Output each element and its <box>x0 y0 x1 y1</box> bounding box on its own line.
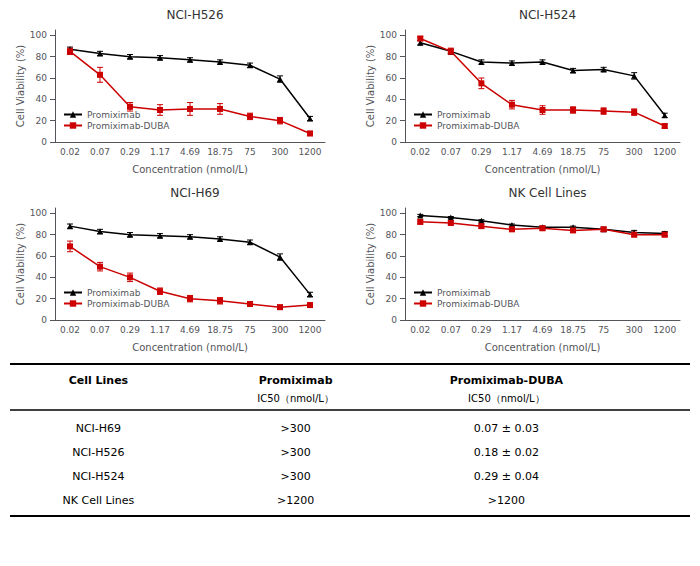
svg-text:NK Cell Lines: NK Cell Lines <box>508 186 586 200</box>
svg-text:4.69: 4.69 <box>180 147 200 157</box>
svg-text:Concentration (nmol/L): Concentration (nmol/L) <box>485 164 601 175</box>
svg-text:18.75: 18.75 <box>207 147 233 157</box>
svg-text:NCI-H69: NCI-H69 <box>76 422 121 435</box>
svg-text:Promiximab: Promiximab <box>437 288 491 298</box>
svg-text:60: 60 <box>386 251 398 261</box>
svg-text:75: 75 <box>598 147 609 157</box>
svg-text:0.07: 0.07 <box>441 147 461 157</box>
svg-text:1.17: 1.17 <box>150 325 170 335</box>
svg-text:20: 20 <box>36 116 48 126</box>
svg-text:0.07: 0.07 <box>90 325 110 335</box>
svg-text:0.02: 0.02 <box>410 147 430 157</box>
svg-text:75: 75 <box>598 325 609 335</box>
svg-text:Promiximab-DUBA: Promiximab-DUBA <box>437 299 520 309</box>
svg-text:0.18 ± 0.02: 0.18 ± 0.02 <box>474 446 539 459</box>
svg-text:100: 100 <box>30 30 47 40</box>
svg-text:80: 80 <box>386 230 398 240</box>
svg-text:>1200: >1200 <box>277 494 314 507</box>
svg-text:0.02: 0.02 <box>60 325 80 335</box>
svg-text:4.69: 4.69 <box>532 147 552 157</box>
svg-text:1.17: 1.17 <box>502 147 522 157</box>
svg-text:IC50（nmol/L）: IC50（nmol/L） <box>468 393 545 404</box>
svg-text:1.17: 1.17 <box>502 325 522 335</box>
svg-text:100: 100 <box>30 208 47 218</box>
svg-text:300: 300 <box>626 325 643 335</box>
svg-text:4.69: 4.69 <box>180 325 200 335</box>
svg-text:1200: 1200 <box>653 147 676 157</box>
svg-text:75: 75 <box>244 325 255 335</box>
svg-text:20: 20 <box>386 116 398 126</box>
svg-text:1200: 1200 <box>299 147 322 157</box>
svg-text:Cell Viability (%): Cell Viability (%) <box>365 45 376 128</box>
svg-text:NCI-H524: NCI-H524 <box>72 470 124 483</box>
svg-text:0: 0 <box>391 137 397 147</box>
svg-text:60: 60 <box>36 251 48 261</box>
svg-text:>300: >300 <box>280 422 310 435</box>
svg-text:40: 40 <box>36 272 48 282</box>
svg-text:0: 0 <box>41 137 47 147</box>
svg-text:0: 0 <box>41 315 47 325</box>
svg-text:0.29: 0.29 <box>471 147 491 157</box>
svg-text:80: 80 <box>386 52 398 62</box>
svg-text:20: 20 <box>36 294 48 304</box>
svg-text:40: 40 <box>36 94 48 104</box>
svg-text:1200: 1200 <box>299 325 322 335</box>
svg-text:Promiximab: Promiximab <box>87 288 141 298</box>
svg-text:1.17: 1.17 <box>150 147 170 157</box>
svg-text:>1200: >1200 <box>488 494 525 507</box>
svg-text:0.07: 0.07 <box>90 147 110 157</box>
svg-text:Promiximab-DUBA: Promiximab-DUBA <box>437 121 520 131</box>
svg-text:Promiximab: Promiximab <box>437 110 491 120</box>
svg-text:>300: >300 <box>280 446 310 459</box>
svg-text:80: 80 <box>36 52 48 62</box>
svg-text:18.75: 18.75 <box>207 325 233 335</box>
svg-text:>300: >300 <box>280 470 310 483</box>
svg-text:Cell Lines: Cell Lines <box>69 374 129 387</box>
svg-text:0.02: 0.02 <box>60 147 80 157</box>
svg-text:60: 60 <box>386 73 398 83</box>
svg-text:NCI-H524: NCI-H524 <box>519 8 576 22</box>
svg-text:80: 80 <box>36 230 48 240</box>
svg-text:Promiximab-DUBA: Promiximab-DUBA <box>87 299 170 309</box>
svg-text:0: 0 <box>391 315 397 325</box>
svg-text:Promiximab: Promiximab <box>259 374 333 387</box>
svg-text:Concentration (nmol/L): Concentration (nmol/L) <box>485 342 601 353</box>
svg-text:40: 40 <box>386 94 398 104</box>
svg-text:Cell Viability (%): Cell Viability (%) <box>15 45 26 128</box>
svg-text:Concentration (nmol/L): Concentration (nmol/L) <box>132 164 248 175</box>
svg-text:18.75: 18.75 <box>560 147 586 157</box>
svg-text:Concentration (nmol/L): Concentration (nmol/L) <box>132 342 248 353</box>
svg-text:0.29 ± 0.04: 0.29 ± 0.04 <box>474 470 539 483</box>
svg-text:0.29: 0.29 <box>471 325 491 335</box>
svg-text:300: 300 <box>626 147 643 157</box>
svg-text:NCI-H69: NCI-H69 <box>170 186 220 200</box>
svg-text:18.75: 18.75 <box>560 325 586 335</box>
svg-text:300: 300 <box>271 325 288 335</box>
svg-text:NCI-H526: NCI-H526 <box>166 8 223 22</box>
svg-text:100: 100 <box>380 208 397 218</box>
svg-text:Cell Viability (%): Cell Viability (%) <box>15 223 26 306</box>
svg-text:Promiximab: Promiximab <box>87 110 141 120</box>
svg-text:IC50（nmol/L）: IC50（nmol/L） <box>257 393 334 404</box>
svg-text:Promiximab-DUBA: Promiximab-DUBA <box>450 374 564 387</box>
svg-text:20: 20 <box>386 294 398 304</box>
svg-text:40: 40 <box>386 272 398 282</box>
svg-text:100: 100 <box>380 30 397 40</box>
svg-text:Promiximab-DUBA: Promiximab-DUBA <box>87 121 170 131</box>
svg-text:0.07 ± 0.03: 0.07 ± 0.03 <box>474 422 539 435</box>
svg-text:Cell Viability (%): Cell Viability (%) <box>365 223 376 306</box>
svg-text:1200: 1200 <box>653 325 676 335</box>
svg-text:NCI-H526: NCI-H526 <box>72 446 124 459</box>
svg-text:75: 75 <box>244 147 255 157</box>
svg-text:0.07: 0.07 <box>441 325 461 335</box>
svg-text:0.29: 0.29 <box>120 147 140 157</box>
svg-text:NK Cell Lines: NK Cell Lines <box>63 494 135 507</box>
svg-text:0.29: 0.29 <box>120 325 140 335</box>
svg-text:0.02: 0.02 <box>410 325 430 335</box>
svg-text:4.69: 4.69 <box>532 325 552 335</box>
svg-text:60: 60 <box>36 73 48 83</box>
svg-text:300: 300 <box>271 147 288 157</box>
